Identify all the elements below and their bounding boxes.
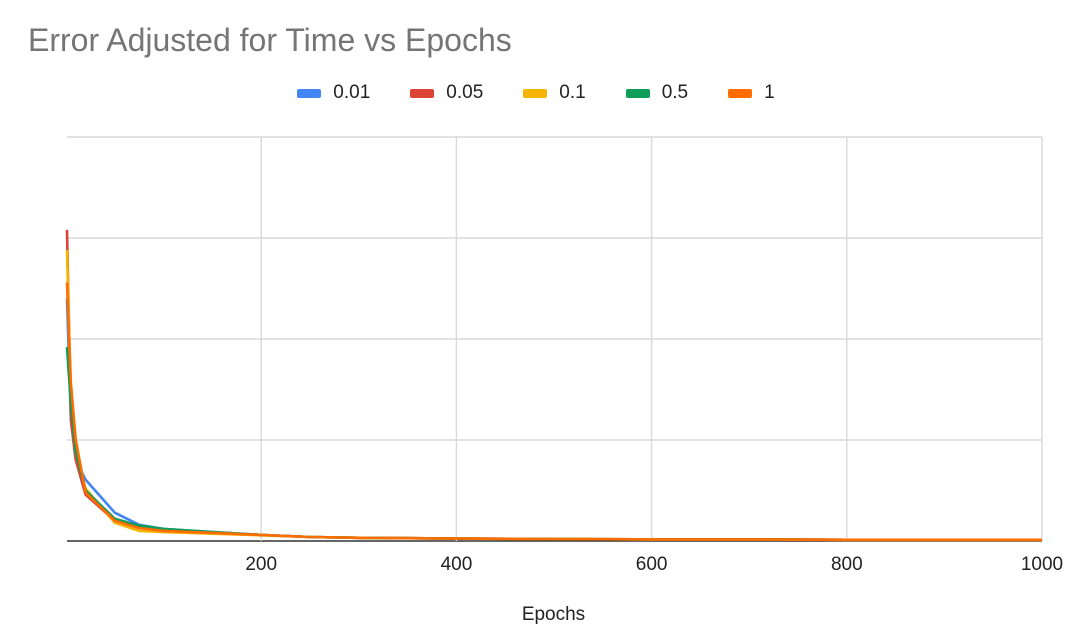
legend-swatch: [410, 88, 435, 98]
legend-item-4: 1: [728, 82, 775, 104]
x-tick-label: 400: [441, 554, 473, 575]
series-line-4: [65, 282, 1042, 542]
legend-label: 0.5: [661, 82, 689, 103]
legend-label: 1: [764, 82, 775, 103]
x-tick-label: 1000: [1021, 554, 1063, 575]
series-line-0: [65, 298, 1042, 542]
legend-swatch: [297, 88, 322, 98]
series-lines: [65, 229, 1042, 542]
gridlines: [67, 136, 1043, 542]
x-tick-label: 600: [636, 554, 668, 575]
legend-item-3: 0.5: [625, 82, 689, 104]
legend-swatch: [523, 88, 548, 98]
legend-swatch: [625, 88, 650, 98]
x-tick-label: 200: [245, 554, 277, 575]
series-line-3: [65, 347, 1042, 542]
series-line-2: [65, 250, 1042, 542]
legend-item-2: 0.1: [523, 82, 586, 104]
legend-label: 0.01: [333, 82, 371, 103]
legend-item-0: 0.01: [297, 82, 370, 104]
legend: 0.01 0.05 0.1 0.5 1: [0, 82, 1072, 104]
x-tick-label: 800: [831, 554, 863, 575]
chart-title: Error Adjusted for Time vs Epochs: [28, 22, 512, 58]
x-tick-labels: 200 400 600 800 1000: [245, 554, 1063, 575]
legend-label: 0.1: [559, 82, 586, 103]
x-axis-label: Epochs: [521, 604, 586, 625]
series-line-1: [65, 229, 1042, 542]
legend-item-1: 0.05: [410, 82, 483, 104]
plot-area: 200 400 600 800 1000: [65, 136, 1063, 575]
legend-label: 0.05: [446, 82, 484, 103]
legend-swatch: [728, 88, 753, 98]
